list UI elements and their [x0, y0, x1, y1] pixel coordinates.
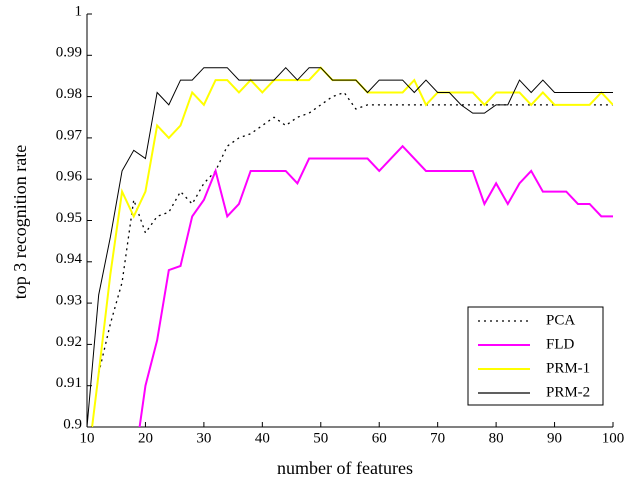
x-tick-label: 20 — [138, 430, 153, 446]
y-tick-label: 0.96 — [56, 169, 83, 185]
plot-area — [87, 66, 613, 427]
x-tick-label: 30 — [196, 430, 211, 446]
x-tick-label: 70 — [430, 430, 445, 446]
x-tick-label: 50 — [313, 430, 328, 446]
x-tick-label: 40 — [255, 430, 270, 446]
x-axis-label: number of features — [277, 458, 413, 478]
data-line — [138, 144, 613, 427]
y-tick-label: 0.9 — [63, 416, 82, 432]
x-tick-label: 80 — [489, 430, 504, 446]
x-tick-label: 90 — [547, 430, 562, 446]
data-line — [91, 66, 613, 427]
legend-label: PRM-2 — [546, 384, 590, 400]
y-tick-label: 0.94 — [56, 251, 83, 267]
x-tick-label: 60 — [372, 430, 387, 446]
data-line — [87, 66, 613, 427]
y-tick-label: 0.93 — [56, 293, 82, 309]
y-tick-label: 0.92 — [56, 334, 82, 350]
legend-label: PCA — [546, 312, 575, 328]
y-tick-label: 0.99 — [56, 45, 82, 61]
legend-label: FLD — [546, 336, 575, 352]
y-tick-label: 0.91 — [56, 375, 82, 391]
legend-box — [467, 306, 604, 406]
y-tick-label: 0.97 — [56, 127, 83, 143]
x-tick-label: 10 — [80, 430, 95, 446]
x-tick-label: 100 — [602, 430, 625, 446]
y-tick-label: 0.95 — [56, 210, 82, 226]
y-tick-label: 1 — [75, 3, 83, 19]
y-axis-label: top 3 recognition rate — [10, 145, 30, 299]
legend-label: PRM-1 — [546, 360, 590, 376]
y-tick-label: 0.98 — [56, 86, 82, 102]
data-line — [91, 91, 613, 427]
